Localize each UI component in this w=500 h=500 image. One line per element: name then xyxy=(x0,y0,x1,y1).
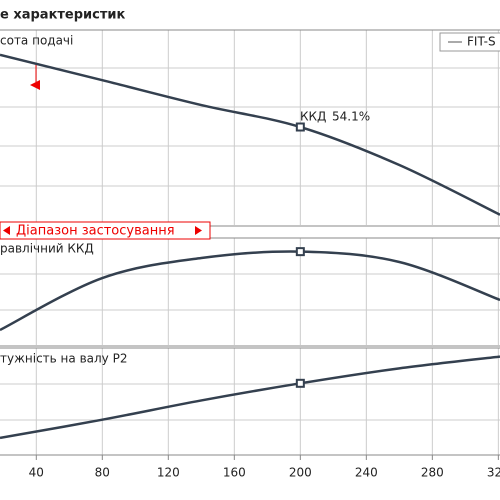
legend-box xyxy=(439,32,500,52)
panel-label: сота подачі xyxy=(0,34,73,48)
range-start-arrow xyxy=(30,80,40,90)
x-tick-label: 120 xyxy=(157,466,180,480)
panel-frame xyxy=(0,237,500,347)
curve xyxy=(0,355,500,440)
x-tick-label: 80 xyxy=(95,466,110,480)
panel-frames xyxy=(0,29,500,456)
x-tick-label: 280 xyxy=(421,466,444,480)
vertical-grid xyxy=(35,30,499,455)
x-tick-label: 160 xyxy=(223,466,246,480)
panel-frame xyxy=(0,347,500,456)
operating-point xyxy=(295,122,305,132)
panel-label: тужність на валу P2 xyxy=(0,352,127,366)
x-tick-label: 40 xyxy=(29,466,44,480)
operating-point xyxy=(295,378,305,388)
legend-label: FIT-S xyxy=(467,35,496,49)
operating-point xyxy=(295,247,305,257)
panel-frame xyxy=(0,29,500,227)
curve xyxy=(0,53,500,216)
panel-label: равлічний ККД xyxy=(0,242,94,256)
curve xyxy=(0,250,500,332)
range-box xyxy=(0,221,211,240)
x-tick-label: 320 xyxy=(487,466,500,480)
annotation-text: ККД xyxy=(300,110,326,124)
horizontal-grid xyxy=(0,67,500,421)
range-label: Діапазон застосування xyxy=(16,224,175,239)
x-tick-label: 240 xyxy=(355,466,378,480)
range-left-arrow xyxy=(3,226,10,235)
annotation-value: 54.1% xyxy=(332,110,370,124)
x-tick-label: 200 xyxy=(289,466,312,480)
chart-title: е характеристик xyxy=(0,8,126,23)
range-right-arrow xyxy=(195,226,202,235)
